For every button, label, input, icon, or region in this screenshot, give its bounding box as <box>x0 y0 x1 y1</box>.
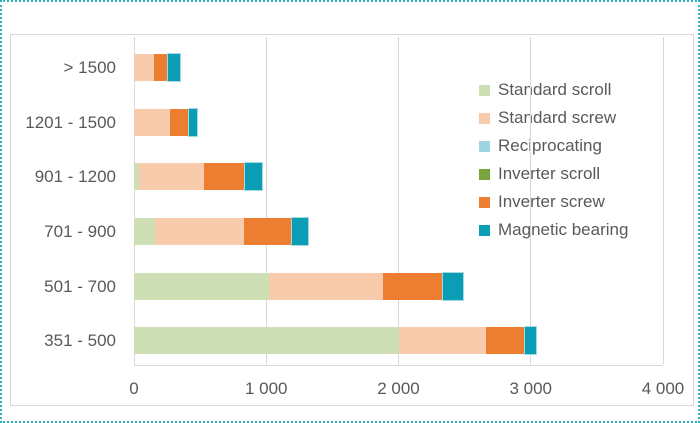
bar-segment-inverter-screw <box>153 53 168 81</box>
legend-item-magnetic-bearing: Magnetic bearing <box>479 216 628 244</box>
bar-segment-standard-scroll <box>134 327 399 355</box>
legend-label: Standard screw <box>498 108 617 127</box>
stacked-bar-chart: Standard scroll Standard screw Reciprocati… <box>10 34 694 406</box>
category-label: > 1500 <box>63 57 116 77</box>
gridline-3000 <box>530 37 532 365</box>
gridline-4000 <box>662 37 664 365</box>
x-axis-tick-label: 3 000 <box>509 379 553 398</box>
x-axis-tick-label: 2 000 <box>377 379 420 398</box>
gridline-1000 <box>265 37 267 365</box>
legend-item-inverter-scroll: Inverter scroll <box>479 160 628 188</box>
bar-segment-inverter-screw <box>485 327 525 355</box>
legend-swatch-magnetic-bearing <box>479 224 490 236</box>
bar-segment-standard-scroll <box>134 163 139 191</box>
bar-segment-standard-screw <box>398 327 486 355</box>
x-axis-tick-label: 4 000 <box>641 379 685 398</box>
bar-segment-inverter-screw <box>204 163 244 191</box>
gridline-2000 <box>398 37 399 365</box>
legend-label: Reciprocating <box>498 136 602 155</box>
bar-segment-standard-screw <box>134 53 154 81</box>
legend-swatch-reciprocating <box>479 140 490 152</box>
x-axis-tick-label: 1 000 <box>244 379 288 398</box>
chart-legend: Standard scroll Standard screw Reciprocati… <box>479 76 628 244</box>
category-label: 351 - 500 <box>44 331 116 351</box>
legend-label: Magnetic bearing <box>498 220 629 239</box>
category-label: 901 - 1200 <box>34 167 116 187</box>
bar-segment-magnetic-bearing <box>290 216 309 246</box>
legend-item-standard-screw: Standard screw <box>479 104 628 132</box>
x-axis-tick-label: 0 <box>129 379 139 398</box>
category-label: 501 - 700 <box>44 276 116 296</box>
x-axis-line <box>134 365 663 366</box>
legend-swatch-standard-screw <box>479 112 490 124</box>
category-label: 701 - 900 <box>44 221 116 241</box>
bar-segment-standard-screw <box>134 108 170 136</box>
legend-item-inverter-screw: Inverter screw <box>479 188 628 216</box>
legend-label: Standard scroll <box>498 80 612 99</box>
legend-swatch-inverter-screw <box>479 196 490 208</box>
bar-segment-magnetic-bearing <box>524 326 538 356</box>
legend-swatch-standard-scroll <box>479 84 490 96</box>
bar-segment-standard-screw <box>155 217 244 245</box>
bar-segment-magnetic-bearing <box>167 52 181 82</box>
legend-swatch-inverter-scroll <box>479 168 490 180</box>
bar-segment-inverter-screw <box>169 108 189 136</box>
bar-segment-standard-screw <box>268 272 383 300</box>
y-axis-line <box>133 37 135 365</box>
bar-segment-inverter-screw <box>382 272 443 300</box>
bar-segment-magnetic-bearing <box>188 107 198 137</box>
category-label: 1201 - 1500 <box>25 112 116 132</box>
bar-segment-magnetic-bearing <box>442 271 465 301</box>
legend-item-standard-scroll: Standard scroll <box>479 76 628 104</box>
bar-segment-standard-screw <box>138 163 205 191</box>
legend-item-reciprocating: Reciprocating <box>479 132 628 160</box>
bar-segment-magnetic-bearing <box>243 162 263 192</box>
bar-segment-inverter-screw <box>243 217 291 245</box>
bar-segment-standard-scroll <box>134 272 269 300</box>
bar-segment-standard-scroll <box>134 217 156 245</box>
legend-label: Inverter scroll <box>498 164 601 183</box>
legend-label: Inverter screw <box>498 192 605 211</box>
